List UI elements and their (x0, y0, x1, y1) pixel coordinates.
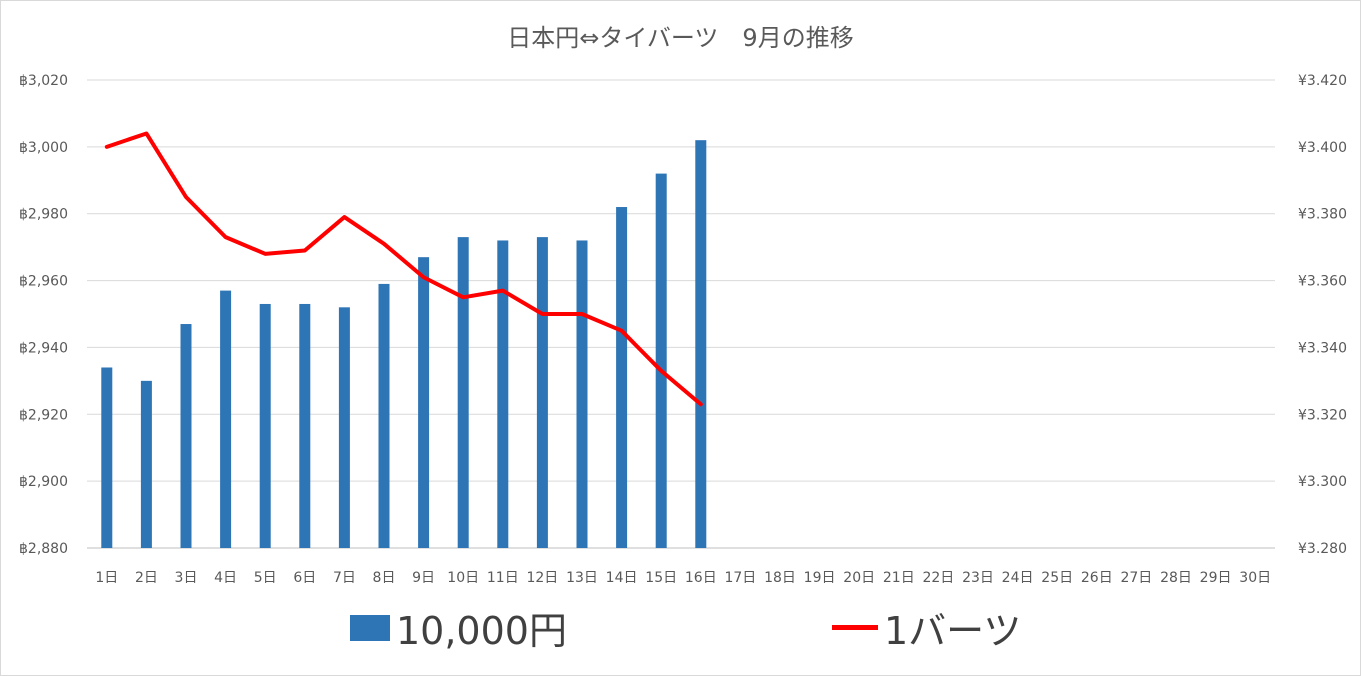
legend-bar-swatch (350, 614, 390, 641)
bar (299, 303, 311, 548)
left-axis-tick-label: ฿2,960 (19, 274, 68, 290)
chart-title: 日本円⇔タイバーツ 9月の推移 (507, 24, 854, 52)
x-axis-tick-label: 4日 (214, 570, 237, 586)
right-axis-tick-label: ¥3.420 (1298, 73, 1347, 89)
bar (655, 173, 667, 548)
right-axis-tick-label: ¥3.380 (1298, 207, 1347, 223)
left-axis-tick-label: ฿2,980 (19, 207, 68, 223)
x-axis-tick-label: 18日 (764, 570, 796, 586)
bar (497, 240, 509, 548)
x-axis-tick-label: 6日 (293, 570, 316, 586)
x-axis-tick-label: 23日 (962, 570, 994, 586)
x-axis-tick-label: 24日 (1002, 570, 1034, 586)
x-axis-tick-label: 2日 (135, 570, 158, 586)
x-axis-tick-label: 27日 (1120, 570, 1152, 586)
bar (140, 380, 152, 548)
right-axis-tick-label: ¥3.360 (1298, 274, 1347, 290)
bar (180, 324, 192, 548)
left-axis-tick-label: ฿2,880 (19, 541, 68, 557)
left-axis-tick-label: ฿2,900 (19, 474, 68, 490)
x-axis-tick-label: 8日 (373, 570, 396, 586)
left-axis-tick-label: ฿2,920 (19, 407, 68, 423)
legend-line-swatch (832, 625, 878, 630)
x-axis-tick-label: 16日 (685, 570, 717, 586)
x-axis-tick-label: 1日 (95, 570, 118, 586)
x-axis-tick-label: 3日 (175, 570, 198, 586)
line-series (104, 131, 703, 407)
right-axis-tick-label: ¥3.340 (1298, 340, 1347, 356)
bar (220, 290, 232, 548)
left-axis-tick-label: ฿3,000 (19, 140, 68, 156)
bar (576, 240, 588, 548)
bar (418, 257, 430, 548)
bar (536, 237, 548, 548)
legend-bar-label: 10,000円 (396, 609, 567, 653)
x-axis-tick-label: 22日 (922, 570, 954, 586)
x-axis-tick-label: 9日 (412, 570, 435, 586)
right-axis-tick-label: ¥3.320 (1298, 407, 1347, 423)
x-axis-tick-label: 10日 (447, 570, 479, 586)
x-axis-tick-label: 20日 (843, 570, 875, 586)
legend-item-bar: 10,000円 (350, 600, 567, 655)
x-axis-tick-label: 11日 (487, 570, 519, 586)
left-axis-tick-label: ฿3,020 (19, 73, 68, 89)
legend-item-line: 1バーツ (832, 600, 1021, 655)
right-axis-tick-label: ¥3.280 (1298, 541, 1347, 557)
x-axis-tick-label: 12日 (526, 570, 558, 586)
bar (101, 367, 113, 548)
bar (457, 237, 469, 548)
x-axis-tick-label: 13日 (566, 570, 598, 586)
x-axis-tick-label: 15日 (645, 570, 677, 586)
x-axis-tick-label: 7日 (333, 570, 356, 586)
x-axis-tick-label: 29日 (1200, 570, 1232, 586)
x-axis-tick-label: 17日 (724, 570, 756, 586)
right-axis-tick-label: ¥3.400 (1298, 140, 1347, 156)
right-axis-tick-label: ¥3.300 (1298, 474, 1347, 490)
x-axis-tick-label: 14日 (606, 570, 638, 586)
x-axis-tick-label: 19日 (804, 570, 836, 586)
x-axis-tick-label: 25日 (1041, 570, 1073, 586)
bar (259, 303, 271, 548)
x-axis-tick-label: 30日 (1239, 570, 1271, 586)
bar (338, 307, 350, 548)
x-axis-tick-label: 21日 (883, 570, 915, 586)
x-axis-tick-label: 5日 (254, 570, 277, 586)
bar (378, 283, 390, 548)
x-axis-tick-label: 26日 (1081, 570, 1113, 586)
bar (616, 207, 628, 548)
left-axis-tick-label: ฿2,940 (19, 340, 68, 356)
bar (695, 140, 707, 548)
legend-line-label: 1バーツ (884, 609, 1022, 653)
x-axis-tick-label: 28日 (1160, 570, 1192, 586)
